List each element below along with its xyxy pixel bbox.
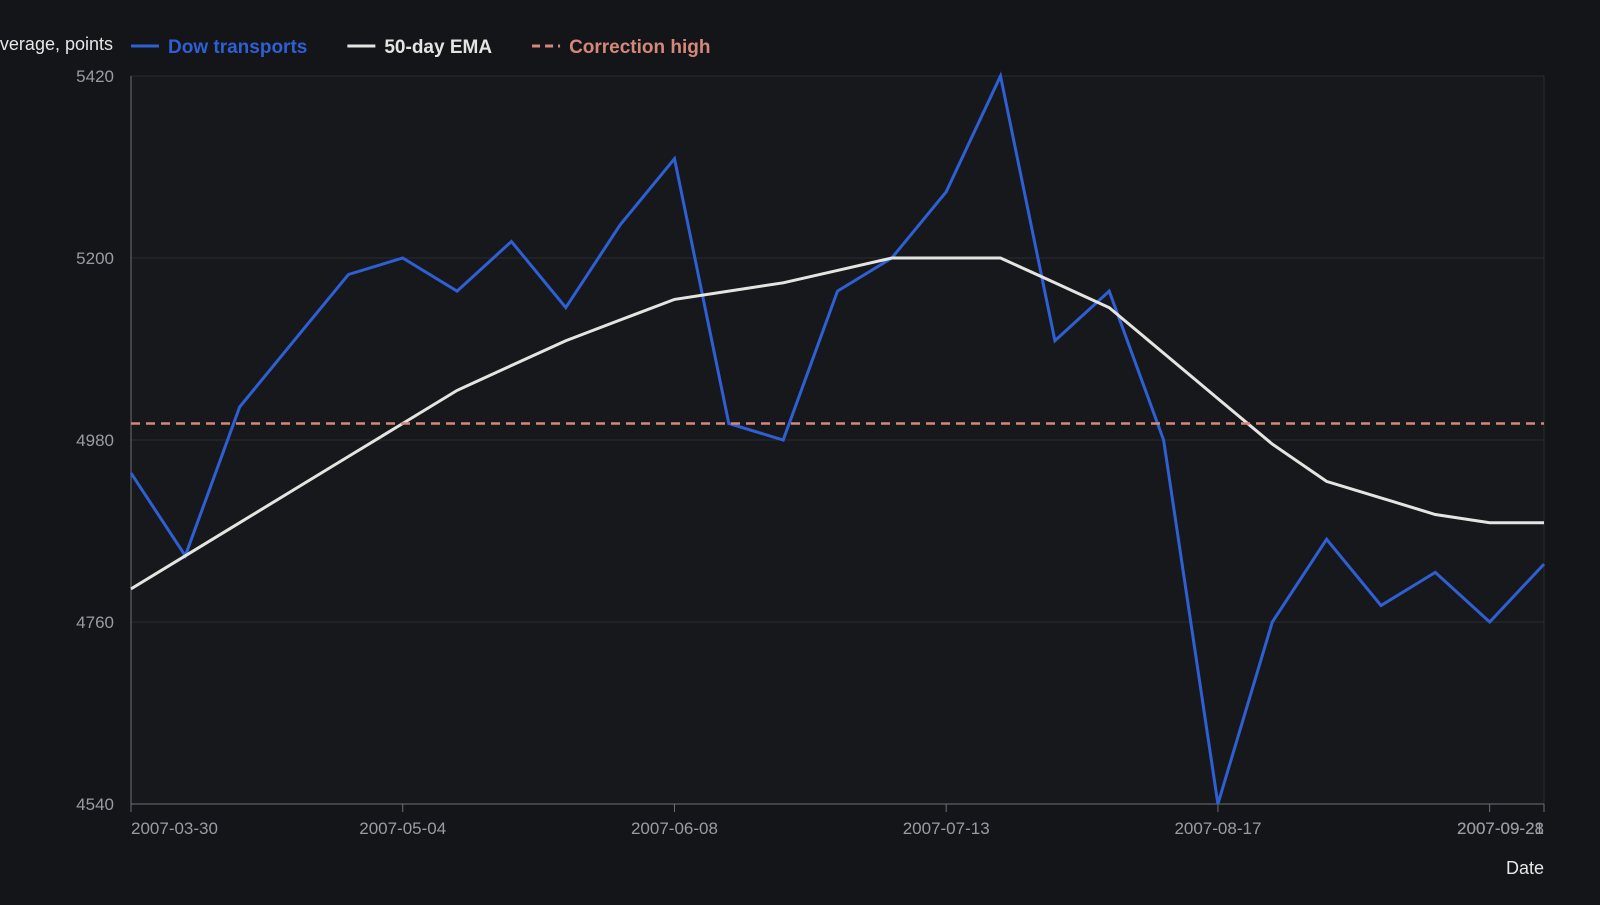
x-tick-label: 2007-08-17 bbox=[1174, 819, 1261, 838]
series-line-50-day-ema bbox=[130, 256, 1544, 591]
y-axis-label: verage, points bbox=[0, 34, 113, 54]
y-tick-label: 5420 bbox=[76, 67, 114, 86]
x-tick-label: 2007-09-21 bbox=[1457, 819, 1544, 838]
y-tick-label: 4980 bbox=[76, 431, 114, 450]
x-tick-label: 2007-05-04 bbox=[359, 819, 446, 838]
x-tick-label: 2007-07-13 bbox=[903, 819, 990, 838]
y-tick-label: 4760 bbox=[76, 613, 114, 632]
y-tick-label: 4540 bbox=[76, 795, 114, 814]
series-lines bbox=[129, 71, 1546, 805]
x-tick-label: 2007-03-30 bbox=[131, 819, 218, 838]
series-line-dow-transports bbox=[129, 71, 1546, 805]
legend: Dow transports 50-day EMA Correction high bbox=[131, 37, 711, 58]
legend-label-50-day-ema: 50-day EMA bbox=[384, 37, 492, 58]
x-tick-label: 2007-06-08 bbox=[631, 819, 718, 838]
x-tick-label: 2007-09-28 bbox=[1457, 819, 1544, 838]
legend-label-dow-transports: Dow transports bbox=[168, 37, 307, 58]
y-tick-label: 5200 bbox=[76, 249, 114, 268]
x-axis-label: Date bbox=[1506, 858, 1544, 878]
legend-label-correction-high: Correction high bbox=[569, 37, 710, 58]
axes: 4540 4760 4980 5200 5420 2007-03-30 2007-05-04… bbox=[76, 67, 1545, 838]
